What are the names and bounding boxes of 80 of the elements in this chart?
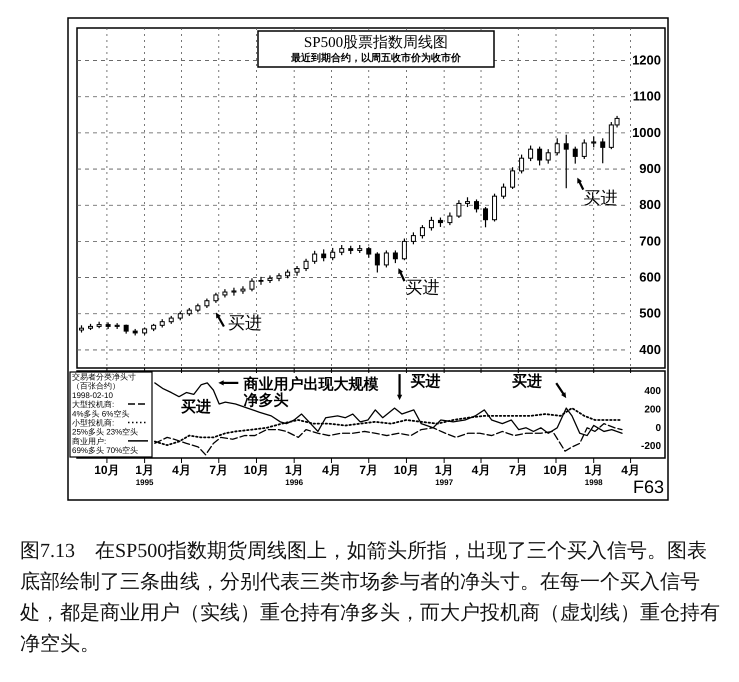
- y-tick-label: 700: [639, 233, 661, 248]
- x-tick-label: 4月: [322, 463, 341, 477]
- candlestick: [294, 265, 300, 276]
- candlestick: [456, 200, 462, 218]
- chart-title: SP500股票指数周线图: [304, 34, 448, 51]
- text: 商业用户: 69%多头 70%空头: [72, 436, 138, 456]
- candlestick: [600, 138, 606, 164]
- x-tick-label: 1月 1998: [584, 463, 604, 487]
- legend-label: 大型投机商: 4%多头 6%空头: [72, 400, 130, 418]
- candlestick: [124, 324, 129, 334]
- annotation: 买进: [583, 188, 618, 209]
- candlestick: [249, 278, 254, 292]
- annotation: 商业用户出现大规模净多头: [242, 374, 380, 409]
- y-tick-label: 200: [644, 404, 662, 416]
- annotation: 买进: [405, 278, 440, 298]
- annotation: 买进: [228, 314, 262, 334]
- legend-title: 交易者分类净头寸（百张合约）1998-02-10: [72, 372, 136, 400]
- candlestick: [572, 146, 578, 164]
- candlestick: [428, 216, 434, 232]
- candlestick: [519, 154, 524, 174]
- x-tick-label: 4月: [172, 463, 191, 477]
- candlestick: [312, 250, 318, 264]
- candlestick: [402, 238, 407, 261]
- candlestick: [321, 248, 326, 262]
- candlestick: [213, 292, 218, 304]
- y-tick-label: 1100: [632, 88, 661, 104]
- x-tick-label: 4月: [472, 463, 490, 477]
- candlestick: [384, 250, 389, 268]
- candlestick: [366, 246, 372, 258]
- x-tick-label: 1月 1996: [284, 463, 304, 487]
- candlestick: [330, 247, 336, 261]
- text: 小型投机商: 25%多头 23%空头: [72, 418, 138, 437]
- candlestick: [554, 138, 560, 156]
- candlestick: [474, 198, 480, 214]
- y-tick-label: 1000: [632, 124, 661, 140]
- picture-title-box: SP500股票指数周线图 最近到期合约，以周五收市价为收市价: [257, 30, 495, 68]
- candlestick: [510, 166, 516, 190]
- candlestick: [339, 244, 344, 256]
- candlestick: [392, 250, 398, 264]
- x-tick-label: 7月: [359, 463, 378, 477]
- x-tick-label: 7月: [209, 463, 228, 477]
- x-tick-label: 10月: [394, 463, 420, 477]
- candlestick: [374, 252, 380, 274]
- text: F63: [632, 477, 664, 497]
- y-tick-label: 800: [639, 197, 661, 212]
- candlestick: [537, 146, 542, 166]
- y-tick-label: 500: [639, 306, 661, 321]
- caption: 图7.13 在SP500指数期货周线图上，如箭头所指，出现了三个买入信号。图表底部绘制了三条曲线，分别代表三类市场参与者的净头寸。在每一个买入信号处，都是商业用户（实线）重仓持有净多头，而大户投机商（虚划线）重仓持有净空头。: [20, 539, 721, 657]
- x-tick-label: 4月: [621, 463, 640, 477]
- candlestick: [438, 216, 443, 228]
- candlestick: [501, 182, 506, 200]
- x-tick-label: 7月: [508, 463, 528, 477]
- annotation: 买进: [410, 372, 441, 390]
- candlestick: [465, 196, 470, 208]
- candlestick: [564, 134, 569, 189]
- candlestick: [410, 232, 416, 245]
- x-tick-label: 10月: [94, 463, 120, 477]
- candlestick: [447, 212, 452, 226]
- y-tick-label: -200: [640, 441, 662, 452]
- y-tick-label: 400: [639, 342, 661, 357]
- annotation: 买进: [512, 372, 542, 390]
- x-tick-label: 1月 1995: [135, 463, 154, 487]
- candlestick: [420, 224, 425, 240]
- candlestick: [582, 138, 587, 160]
- candlestick: [204, 298, 210, 309]
- x-tick-label: 10月: [543, 463, 569, 477]
- y-tick-label: 900: [639, 161, 661, 176]
- candlestick: [304, 258, 309, 272]
- y-tick-label: 400: [644, 386, 662, 398]
- x-tick-label: 10月: [244, 463, 270, 477]
- candlestick: [483, 206, 488, 228]
- y-tick-label: 0: [655, 422, 662, 434]
- candlestick: [591, 136, 596, 148]
- candlestick: [492, 193, 498, 222]
- y-tick-label: 1200: [632, 52, 661, 68]
- x-tick-label: 1月 1997: [434, 463, 454, 487]
- candlestick: [546, 148, 551, 164]
- y-tick-label: 600: [639, 270, 661, 285]
- annotation: 买进: [181, 398, 212, 416]
- candlestick: [528, 144, 534, 162]
